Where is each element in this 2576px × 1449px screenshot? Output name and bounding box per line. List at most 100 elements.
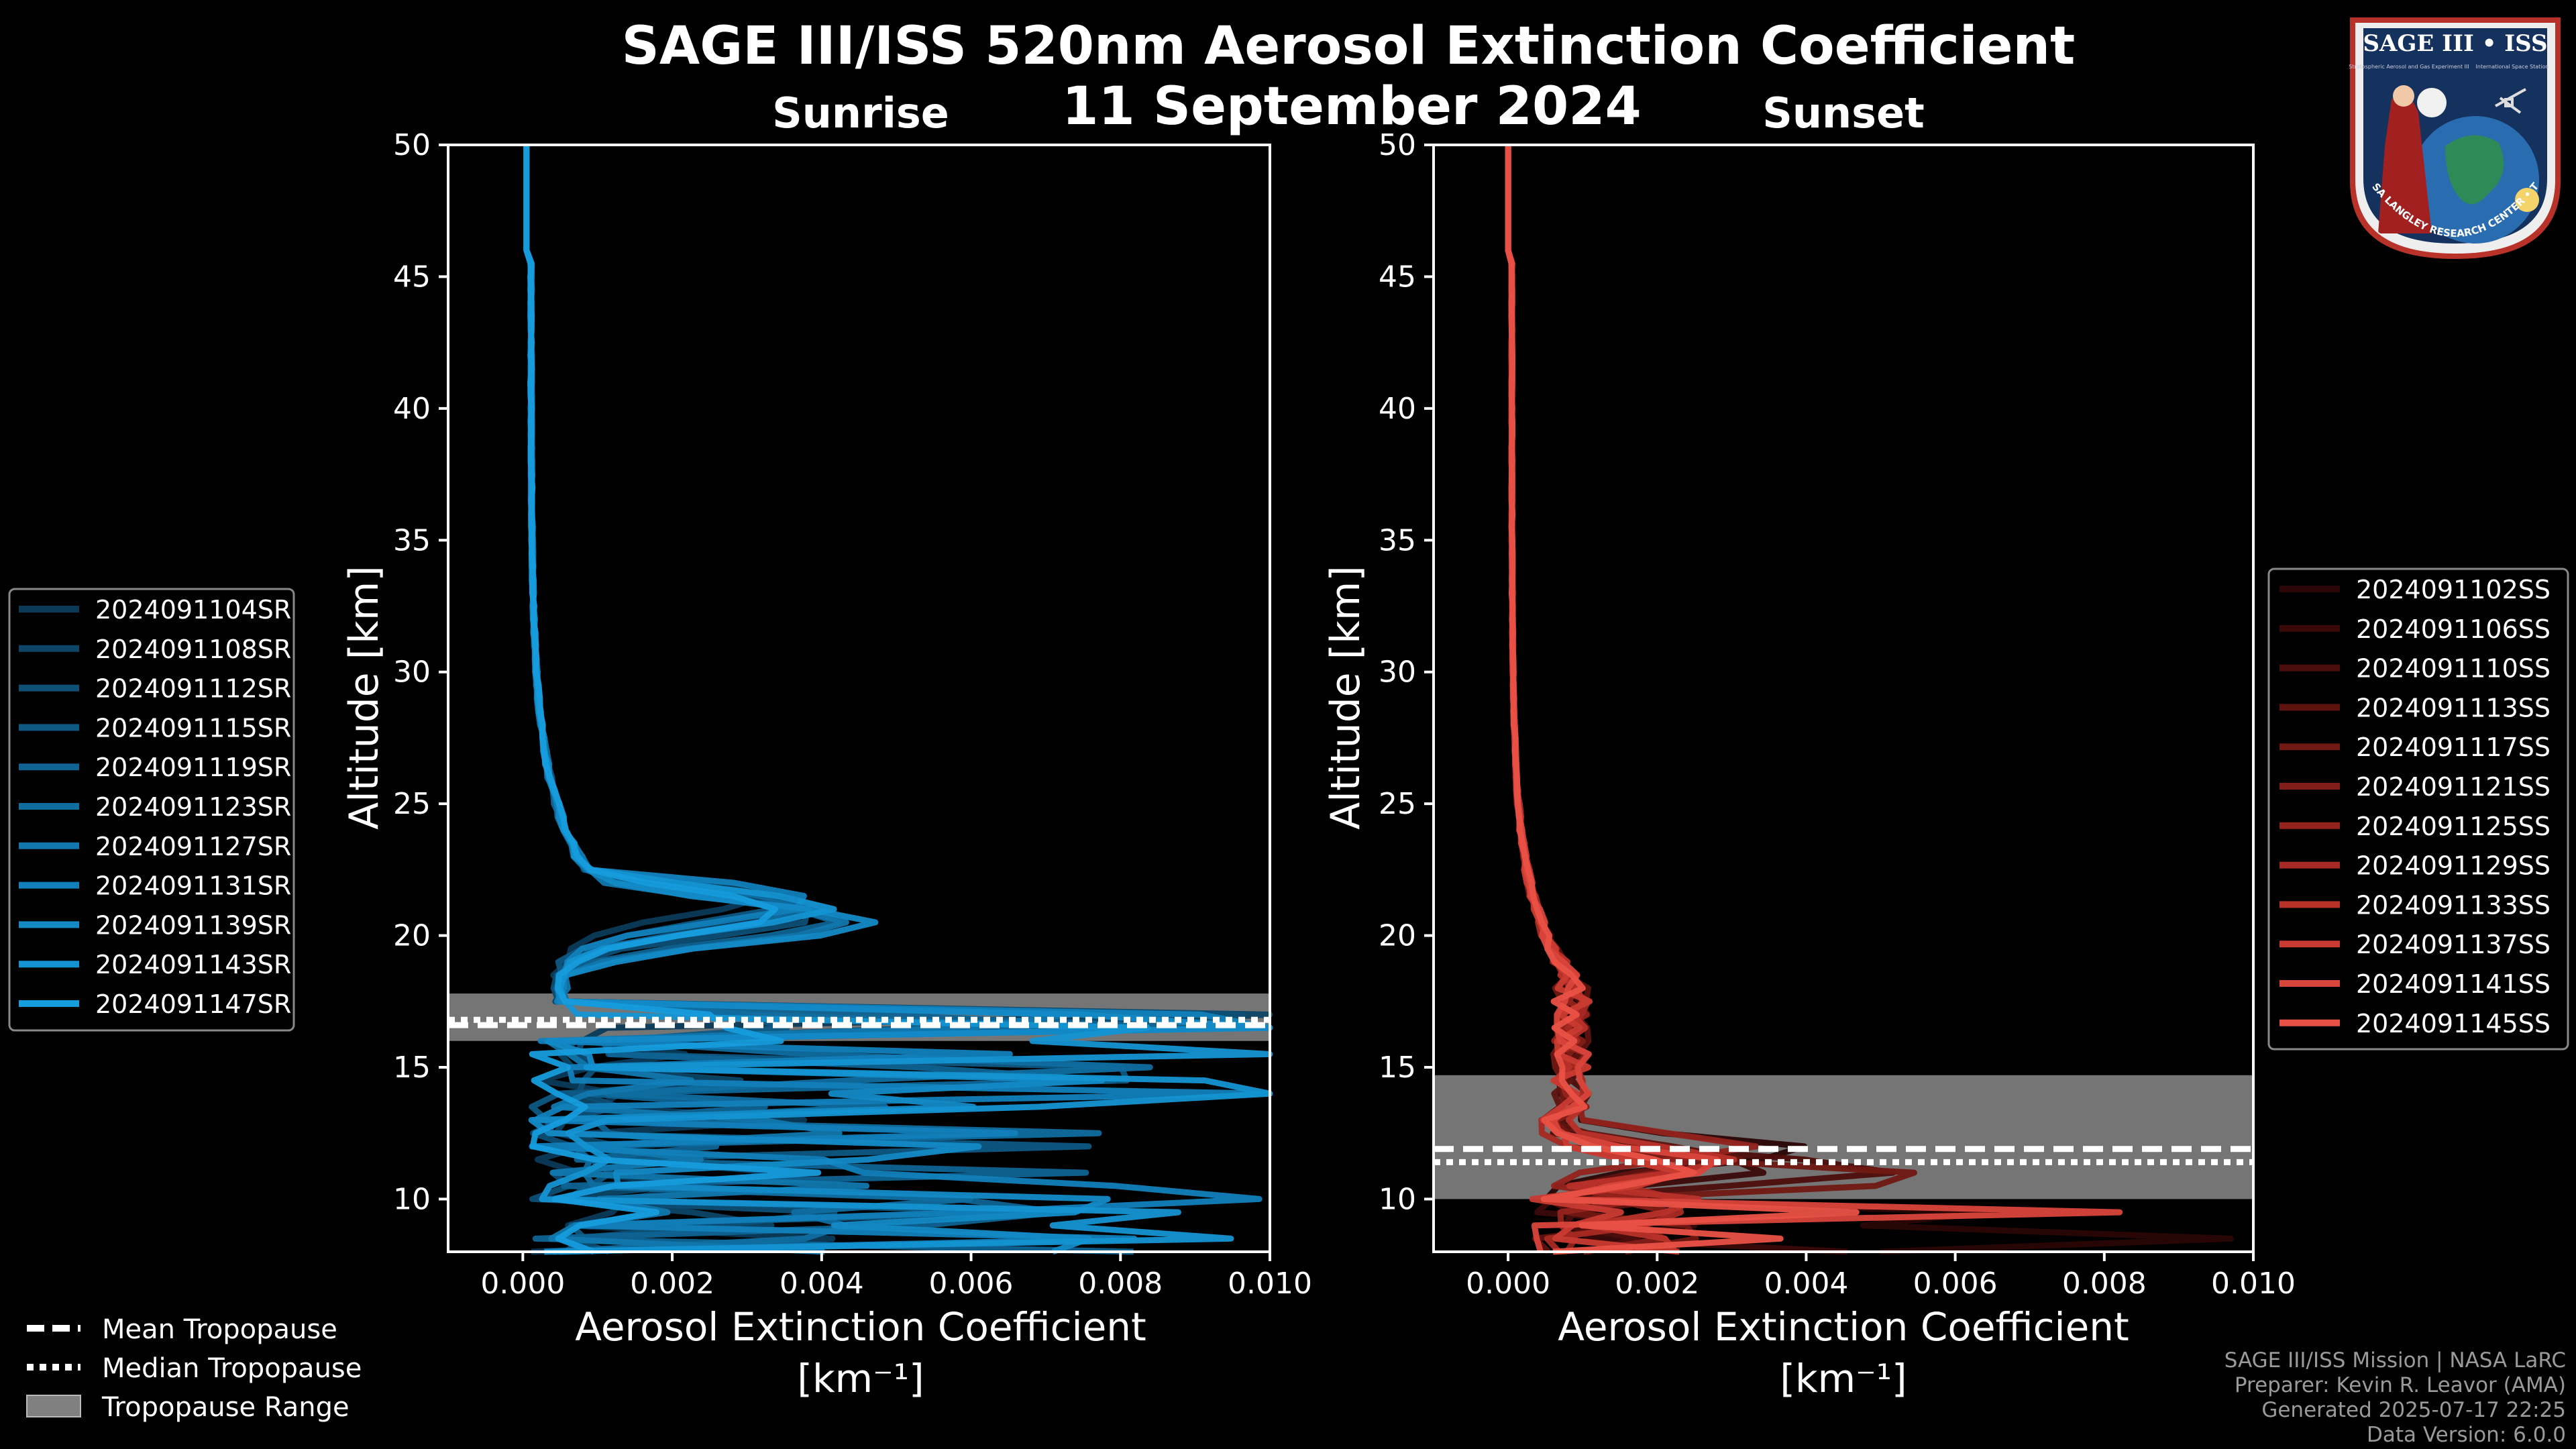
sunrise-x-tick-label: 0.002 xyxy=(630,1267,714,1301)
sunset-x-axis-unit: [km⁻¹] xyxy=(1780,1356,1907,1401)
footer-generated: Generated 2025-07-17 22:25 xyxy=(2261,1398,2566,1422)
sunrise-x-axis-unit: [km⁻¹] xyxy=(797,1356,924,1401)
sunrise-legend-box xyxy=(8,588,295,1032)
sunrise-legend-label: 2024091139SR xyxy=(95,910,291,940)
sunrise-y-tick-label: 10 xyxy=(393,1182,431,1216)
sunset-x-tick-label: 0.002 xyxy=(1615,1267,1699,1301)
sunset-plot: 0.000 0.002 0.004 0.006 0.008 0.010 10 15 20 25 30… xyxy=(1322,128,2296,1401)
sunset-x-tick-label: 0.004 xyxy=(1764,1267,1848,1301)
sunrise-legend-label: 2024091108SR xyxy=(95,635,291,664)
sunset-legend-label: 2024091106SS xyxy=(2356,614,2551,644)
sunrise-y-tick-label: 15 xyxy=(393,1051,431,1085)
sunset-legend: 2024091102SS 2024091106SS 2024091110SS 2024… xyxy=(2267,568,2569,1051)
sage-iii-iss-logo: SAGE III • ISS Stratospheric Aerosol and… xyxy=(2345,12,2561,259)
sunset-legend-label: 2024091102SS xyxy=(2356,575,2551,604)
sunrise-x-tick-label: 0.010 xyxy=(1228,1267,1312,1301)
sunset-axes: 0.000 0.002 0.004 0.006 0.008 0.010 10 15 20 25 30… xyxy=(1379,128,2296,1301)
sunset-x-tick-label: 0.010 xyxy=(2211,1267,2296,1301)
sunset-y-axis-label: Altitude [km] xyxy=(1322,566,1369,830)
sunset-x-axis-label: Aerosol Extinction Coefficient xyxy=(1558,1304,2129,1350)
median-tropopause-label: Median Tropopause xyxy=(102,1353,362,1384)
sunrise-legend-label: 2024091143SR xyxy=(95,950,291,979)
sunrise-y-tick-label: 50 xyxy=(393,128,431,162)
sunset-x-tick-label: 0.008 xyxy=(2062,1267,2147,1301)
footer-mission: SAGE III/ISS Mission | NASA LaRC xyxy=(2224,1348,2566,1373)
sunrise-legend-label: 2024091131SR xyxy=(95,871,291,901)
sunset-legend-label: 2024091137SS xyxy=(2356,930,2551,959)
sunset-legend-label: 2024091133SS xyxy=(2356,890,2551,920)
sunrise-y-axis-label: Altitude [km] xyxy=(341,566,388,830)
tropopause-range-swatch xyxy=(26,1395,81,1417)
sunset-y-tick-label: 30 xyxy=(1379,655,1416,690)
sunset-legend-label: 2024091121SS xyxy=(2356,772,2551,802)
logo-sun-icon xyxy=(2515,188,2539,212)
sunset-x-tick-label: 0.006 xyxy=(1913,1267,1998,1301)
footer-credits: SAGE III/ISS Mission | NASA LaRC Prepare… xyxy=(2224,1348,2566,1447)
logo-subtitle-right: International Space Station xyxy=(2476,64,2549,70)
mean-tropopause-label: Mean Tropopause xyxy=(102,1314,337,1345)
sunset-series-line xyxy=(1505,145,1860,1255)
sunrise-y-tick-label: 35 xyxy=(393,523,431,557)
sunrise-legend-label: 2024091127SR xyxy=(95,832,291,861)
sunrise-legend-items: 2024091104SR 2024091108SR 2024091112SR 2024… xyxy=(19,595,291,1019)
sunset-y-tick-label: 40 xyxy=(1379,392,1416,426)
sunset-legend-items: 2024091102SS 2024091106SS 2024091110SS 2024… xyxy=(2279,575,2551,1038)
sunrise-y-tick-label: 25 xyxy=(393,787,431,821)
sunset-legend-label: 2024091141SS xyxy=(2356,969,2551,999)
footer-preparer: Preparer: Kevin R. Leavor (AMA) xyxy=(2235,1373,2566,1397)
sunrise-legend: 2024091104SR 2024091108SR 2024091112SR 2024… xyxy=(8,588,295,1032)
sunrise-y-tick-label: 20 xyxy=(393,919,431,953)
sunset-plot-frame xyxy=(1432,144,2255,1253)
logo-figure-icon xyxy=(2378,95,2432,233)
tropopause-range-label: Tropopause Range xyxy=(101,1392,350,1423)
sunset-y-tick-label: 50 xyxy=(1379,128,1416,162)
sunrise-y-tick-label: 30 xyxy=(393,655,431,690)
footer-data-version: Data Version: 6.0.0 xyxy=(2367,1423,2566,1447)
logo-subtitle-left: Stratospheric Aerosol and Gas Experiment… xyxy=(2349,64,2469,70)
logo-moon-icon xyxy=(2417,88,2447,117)
sunset-y-tick-label: 10 xyxy=(1379,1182,1416,1216)
sunrise-legend-label: 2024091147SR xyxy=(95,989,291,1019)
sunrise-legend-label: 2024091104SR xyxy=(95,595,291,625)
sunset-legend-label: 2024091129SS xyxy=(2356,851,2551,881)
sunset-legend-box xyxy=(2267,568,2569,1051)
sunset-panel-title: Sunset xyxy=(1762,89,1925,138)
sunset-series-lines xyxy=(1505,145,2234,1255)
sunrise-legend-label: 2024091115SR xyxy=(95,713,291,743)
figure-title-line1: SAGE III/ISS 520nm Aerosol Extinction Co… xyxy=(622,16,2076,76)
sunrise-y-tick-label: 40 xyxy=(393,392,431,426)
sunset-x-tick-label: 0.000 xyxy=(1466,1267,1550,1301)
sunrise-tropopause-lines xyxy=(448,1016,1270,1028)
sunrise-x-tick-label: 0.004 xyxy=(780,1267,864,1301)
sunrise-series-lines xyxy=(523,145,1273,1255)
sunset-y-tick-label: 25 xyxy=(1379,787,1416,821)
sunrise-x-axis-label: Aerosol Extinction Coefficient xyxy=(575,1304,1146,1350)
sunrise-x-tick-label: 0.008 xyxy=(1078,1267,1163,1301)
figure-title-line2: 11 September 2024 xyxy=(1062,76,1642,137)
sunrise-axes: 0.000 0.002 0.004 0.006 0.008 0.010 10 15 20 25 30… xyxy=(393,128,1312,1301)
sunrise-x-tick-label: 0.006 xyxy=(929,1267,1014,1301)
logo-continent-icon xyxy=(2445,135,2504,205)
sunset-y-tick-label: 45 xyxy=(1379,260,1416,294)
logo-station-icon xyxy=(2495,88,2526,114)
sunset-legend-label: 2024091110SS xyxy=(2356,654,2551,684)
sunset-y-tick-label: 20 xyxy=(1379,919,1416,953)
sunset-legend-label: 2024091145SS xyxy=(2356,1009,2551,1038)
sunrise-plot: 0.000 0.002 0.004 0.006 0.008 0.010 10 15 20 25 30… xyxy=(341,128,1312,1401)
sunrise-legend-label: 2024091123SR xyxy=(95,792,291,822)
sunrise-y-tick-label: 45 xyxy=(393,260,431,294)
sunrise-plot-frame xyxy=(447,144,1271,1253)
logo-title: SAGE III • ISS xyxy=(2363,30,2547,57)
sunset-tropopause-lines xyxy=(1434,1146,2253,1165)
sunset-y-tick-label: 15 xyxy=(1379,1051,1416,1085)
sunset-legend-label: 2024091125SS xyxy=(2356,812,2551,841)
sunrise-legend-label: 2024091112SR xyxy=(95,674,291,704)
sunrise-panel-title: Sunrise xyxy=(772,89,949,138)
logo-sage-head-icon xyxy=(2393,85,2414,107)
sunrise-legend-label: 2024091119SR xyxy=(95,753,291,782)
sunset-legend-label: 2024091113SS xyxy=(2356,693,2551,722)
sunset-legend-label: 2024091117SS xyxy=(2356,733,2551,762)
tropopause-legend: Mean Tropopause Median Tropopause Tropop… xyxy=(26,1314,362,1423)
sunrise-x-tick-label: 0.000 xyxy=(480,1267,565,1301)
